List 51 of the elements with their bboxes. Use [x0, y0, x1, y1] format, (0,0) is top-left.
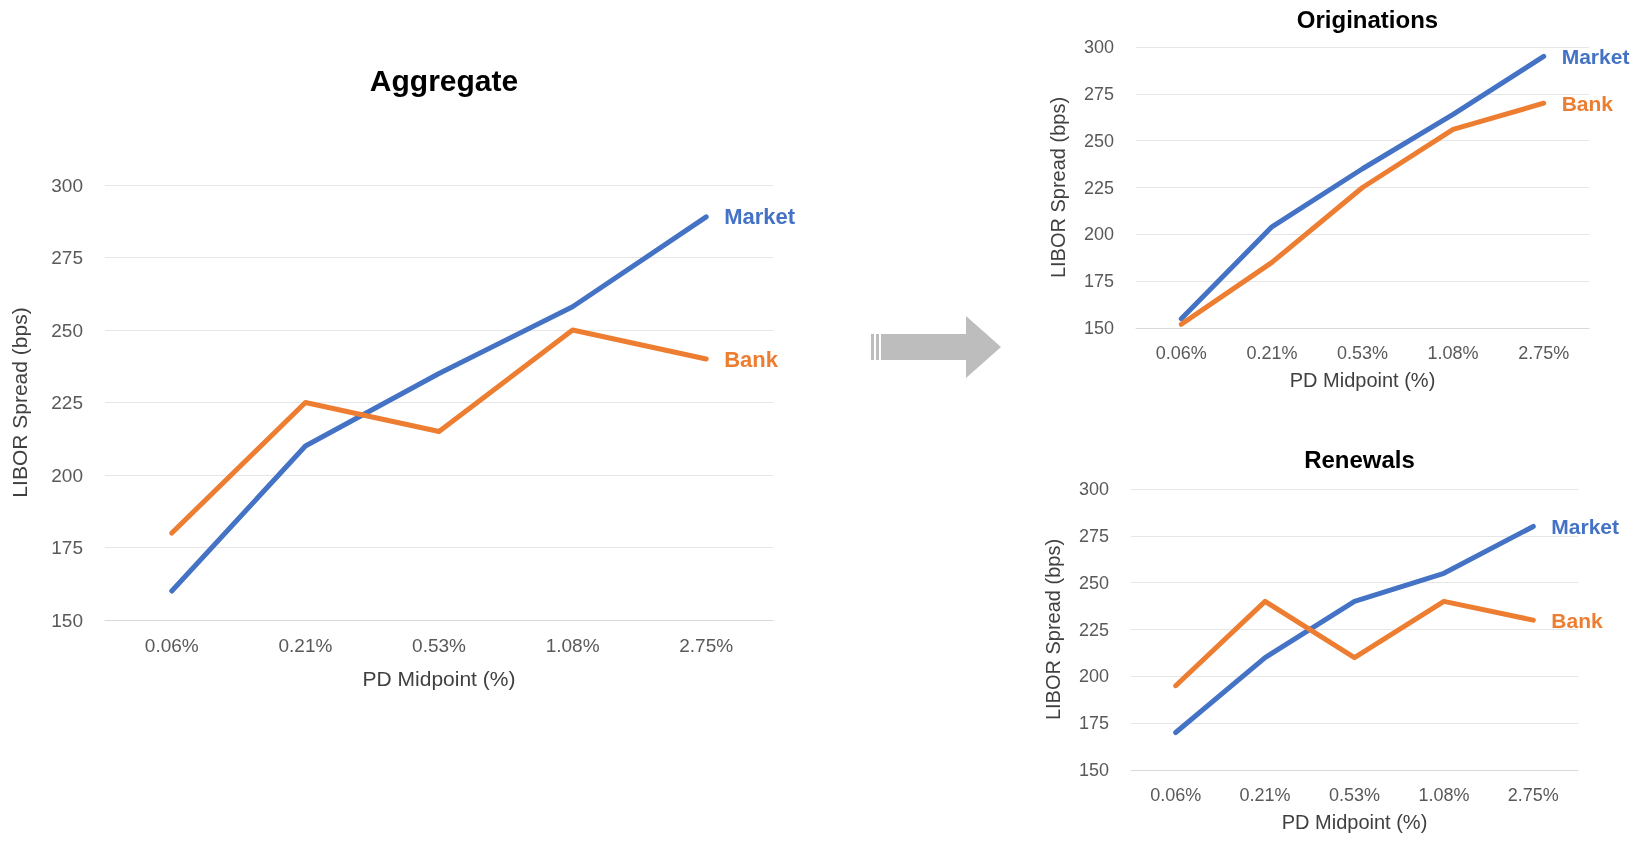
series-label: Bank — [1551, 608, 1603, 632]
chart-title: Originations — [1296, 5, 1439, 33]
y-tick-label: 250 — [51, 319, 83, 341]
y-tick-label: 300 — [1078, 479, 1109, 499]
x-tick-label: 0.06% — [1155, 343, 1207, 363]
y-tick-label: 175 — [1078, 713, 1109, 734]
x-axis-title: PD Midpoint (%) — [1281, 811, 1428, 833]
x-axis-title: PD Midpoint (%) — [1289, 369, 1436, 391]
x-axis-title: PD Midpoint (%) — [362, 667, 516, 690]
x-tick-label: 1.08% — [1427, 343, 1479, 363]
series-label: Market — [1551, 514, 1619, 538]
x-tick-label: 0.06% — [144, 635, 199, 656]
y-tick-label: 275 — [1078, 525, 1109, 546]
y-tick-label: 200 — [51, 464, 83, 486]
x-tick-label: 2.75% — [1507, 785, 1559, 805]
series-label: Bank — [1561, 91, 1614, 115]
x-tick-label: 0.53% — [1336, 343, 1389, 363]
y-tick-label: 200 — [1078, 666, 1109, 687]
y-tick-label: 250 — [1078, 572, 1109, 593]
y-tick-label: 300 — [1083, 37, 1114, 57]
x-tick-label: 0.53% — [1328, 785, 1381, 805]
y-tick-label: 175 — [51, 537, 83, 558]
x-tick-label: 2.75% — [679, 635, 734, 656]
y-tick-label: 225 — [1078, 619, 1109, 640]
series-label: Bank — [724, 346, 779, 372]
y-tick-label: 225 — [1083, 177, 1114, 198]
series-label: Market — [1561, 44, 1630, 68]
x-tick-label: 0.53% — [412, 635, 467, 656]
x-tick-label: 1.08% — [1418, 785, 1470, 805]
x-tick-label: 0.21% — [1239, 785, 1291, 805]
chart-title: Renewals — [1304, 445, 1415, 473]
y-tick-label: 225 — [51, 392, 83, 413]
y-tick-label: 150 — [1078, 760, 1109, 780]
y-tick-label: 275 — [1083, 83, 1114, 104]
y-tick-label: 250 — [1083, 130, 1114, 151]
chart-title: Aggregate — [369, 63, 519, 97]
y-tick-label: 300 — [51, 174, 83, 196]
y-tick-label: 175 — [1083, 271, 1114, 292]
y-tick-label: 150 — [1083, 318, 1114, 338]
x-tick-label: 1.08% — [545, 635, 600, 656]
y-tick-label: 275 — [51, 247, 83, 268]
y-tick-label: 150 — [51, 609, 83, 631]
x-tick-label: 0.21% — [1246, 343, 1298, 363]
y-tick-label: 200 — [1083, 224, 1114, 245]
y-axis-title: LIBOR Spread (bps) — [1042, 538, 1064, 721]
y-axis-title: LIBOR Spread (bps) — [8, 307, 31, 498]
x-tick-label: 2.75% — [1518, 343, 1570, 363]
series-label: Market — [724, 204, 796, 230]
x-tick-label: 0.06% — [1150, 785, 1202, 805]
x-tick-label: 0.21% — [278, 635, 333, 656]
y-axis-title: LIBOR Spread (bps) — [1047, 96, 1069, 279]
